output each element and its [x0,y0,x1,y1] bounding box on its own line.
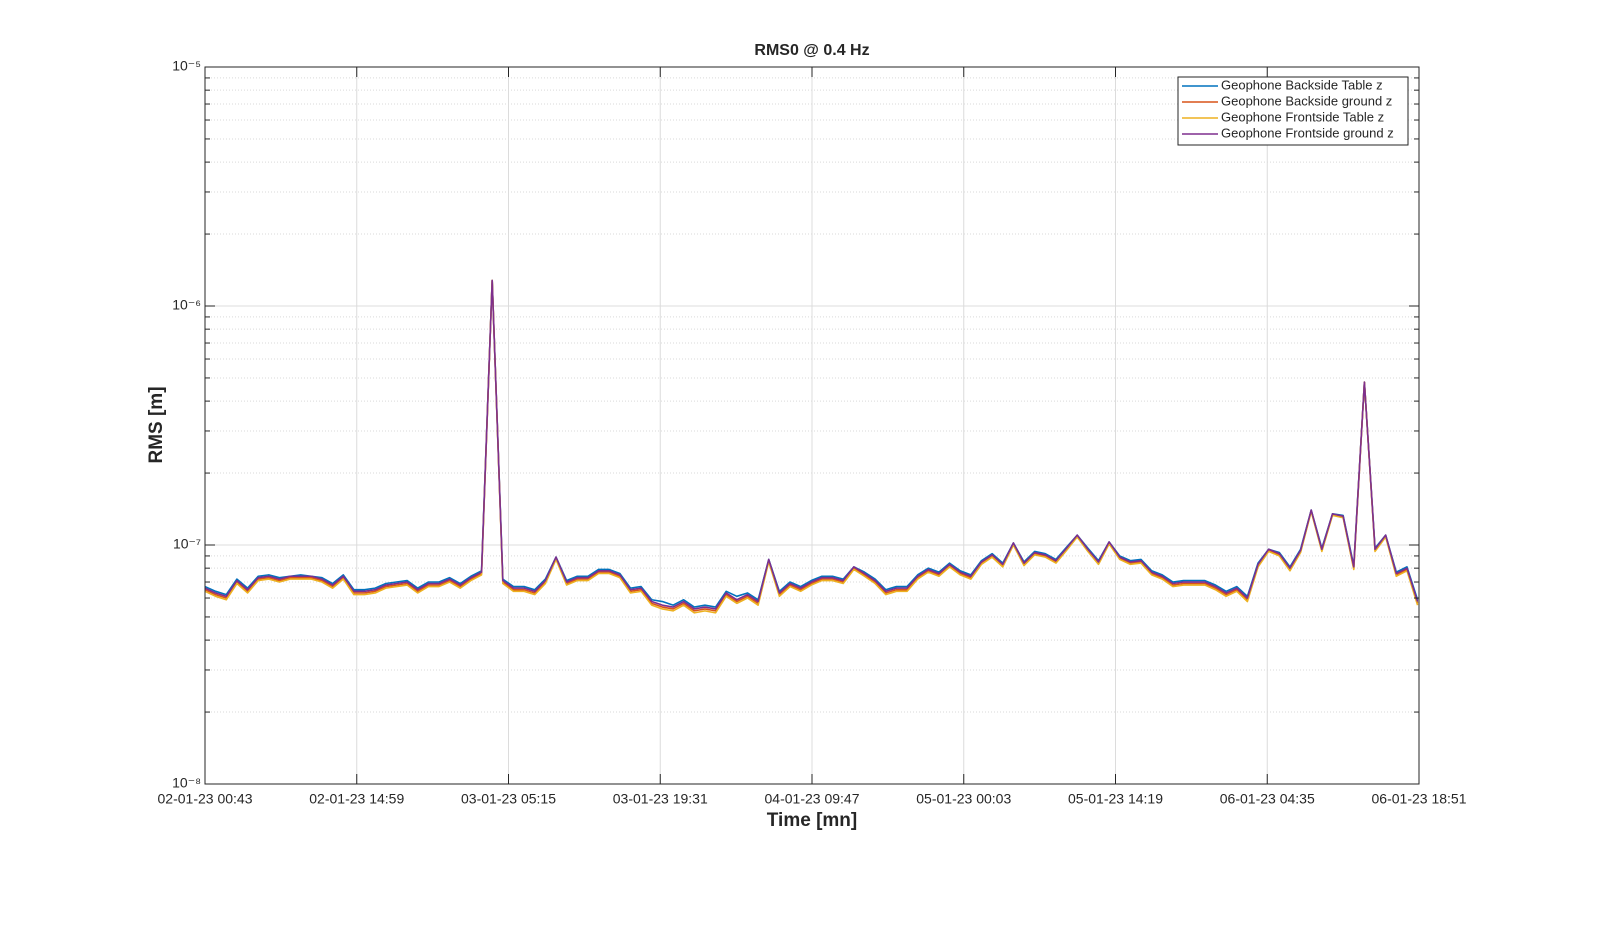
ticks: 10⁻⁸ 10⁻⁷ 10⁻⁶ 10⁻⁵ 02-01-23 00:43 02-01-23 1… [158,58,1467,807]
legend-label: Geophone Frontside Table z [1221,109,1384,124]
y-tick-label: 10⁻⁷ [173,536,201,552]
x-tick-label: 03-01-23 19:31 [613,791,708,807]
y-tick-label: 10⁻⁶ [172,297,201,313]
series-line [204,279,1419,608]
x-axis-label: Time [mn] [767,810,857,831]
legend-label: Geophone Backside ground z [1221,93,1392,108]
series-line [204,279,1419,612]
x-tick-label: 02-01-23 14:59 [309,791,404,807]
series-line [204,279,1419,610]
legend-label: Geophone Frontside ground z [1221,125,1394,140]
series-line [204,279,1419,614]
x-tick-label: 06-01-23 18:51 [1372,791,1467,807]
y-tick-label: 10⁻⁸ [172,775,201,791]
y-axis-label: RMS [m] [146,386,167,463]
x-tick-label: 02-01-23 00:43 [158,791,253,807]
x-tick-label: 03-01-23 05:15 [461,791,556,807]
x-tick-label: 05-01-23 14:19 [1068,791,1163,807]
x-tick-label: 06-01-23 04:35 [1220,791,1315,807]
plot-lines [204,279,1419,614]
x-tick-label: 05-01-23 00:03 [916,791,1011,807]
chart-title: RMS0 @ 0.4 Hz [754,42,869,59]
x-tick-label: 04-01-23 09:47 [765,791,860,807]
legend-label: Geophone Backside Table z [1221,77,1383,92]
y-tick-label: 10⁻⁵ [172,58,201,74]
